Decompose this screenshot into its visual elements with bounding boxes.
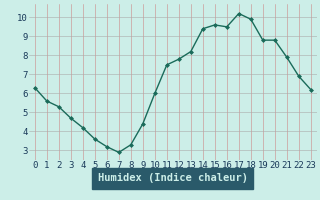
X-axis label: Humidex (Indice chaleur): Humidex (Indice chaleur) [98, 173, 248, 183]
